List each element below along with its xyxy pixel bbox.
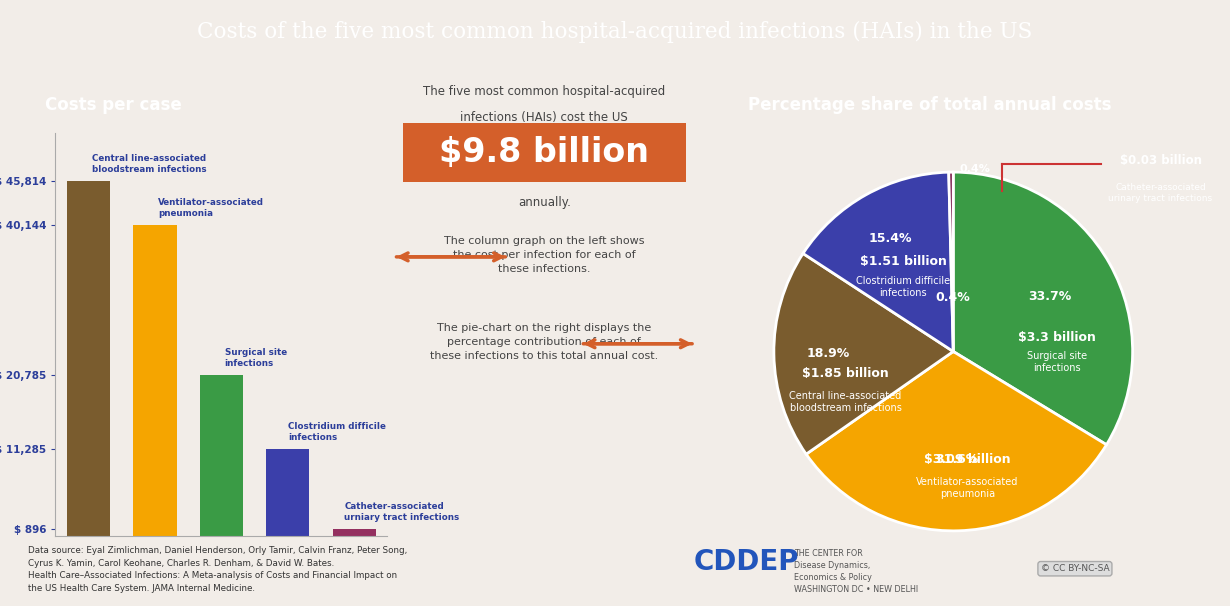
Text: The five most common hospital-acquired: The five most common hospital-acquired	[423, 85, 665, 98]
Text: Percentage share of total annual costs: Percentage share of total annual costs	[748, 96, 1112, 114]
Text: $1.85 billion: $1.85 billion	[802, 367, 889, 379]
Text: 33.7%: 33.7%	[1028, 290, 1071, 304]
Wedge shape	[774, 253, 953, 454]
Text: $1.51 billion: $1.51 billion	[860, 255, 946, 268]
Wedge shape	[806, 351, 1107, 531]
Text: 0.4%: 0.4%	[959, 164, 990, 173]
Text: 15.4%: 15.4%	[868, 232, 913, 245]
Text: Central line-associated
bloodstream infections: Central line-associated bloodstream infe…	[790, 390, 902, 413]
Text: Costs per case: Costs per case	[44, 96, 181, 114]
Text: CDDEP: CDDEP	[694, 548, 800, 576]
Text: Clostridium difficile
infections: Clostridium difficile infections	[856, 276, 950, 298]
Wedge shape	[948, 172, 953, 351]
Text: Catheter-associated
urinary tract infections: Catheter-associated urinary tract infect…	[1108, 183, 1213, 203]
Text: annually.: annually.	[518, 196, 571, 209]
Bar	[332, 530, 376, 536]
Text: $3.09 billion: $3.09 billion	[924, 453, 1011, 465]
Wedge shape	[803, 172, 953, 351]
Text: infections (HAIs) cost the US: infections (HAIs) cost the US	[460, 112, 629, 124]
Text: Central line-associated
bloodstream infections: Central line-associated bloodstream infe…	[92, 154, 207, 175]
Text: The pie-chart on the right displays the
percentage contribution of each of
these: The pie-chart on the right displays the …	[430, 322, 658, 361]
Bar	[66, 181, 111, 536]
Text: Surgical site
infections: Surgical site infections	[225, 348, 287, 368]
Bar	[199, 375, 244, 536]
Text: Data source: Eyal Zimlichman, Daniel Henderson, Orly Tamir, Calvin Franz, Peter : Data source: Eyal Zimlichman, Daniel Hen…	[28, 546, 407, 593]
Text: 18.9%: 18.9%	[806, 347, 850, 360]
FancyBboxPatch shape	[402, 123, 686, 182]
Text: Clostridium difficile
infections: Clostridium difficile infections	[288, 422, 386, 442]
Text: 31.6%: 31.6%	[935, 453, 978, 465]
Text: © CC BY-NC-SA: © CC BY-NC-SA	[1041, 564, 1109, 573]
Text: Ventilator-associated
pneumonia: Ventilator-associated pneumonia	[916, 476, 1018, 499]
Text: $9.8 billion: $9.8 billion	[439, 136, 649, 168]
Text: Ventilator-associated
pneumonia: Ventilator-associated pneumonia	[159, 198, 264, 218]
Text: $0.03 billion: $0.03 billion	[1119, 154, 1202, 167]
Wedge shape	[953, 172, 1133, 445]
Text: $3.3 billion: $3.3 billion	[1018, 331, 1096, 344]
Text: The column graph on the left shows
the cost per infection for each of
these infe: The column graph on the left shows the c…	[444, 236, 645, 274]
Text: Catheter-associated
urniary tract infections: Catheter-associated urniary tract infect…	[344, 502, 460, 522]
Text: THE CENTER FOR
Disease Dynamics,
Economics & Policy
WASHINGTON DC • NEW DELHI: THE CENTER FOR Disease Dynamics, Economi…	[795, 549, 919, 594]
Text: 0.4%: 0.4%	[935, 291, 970, 304]
Bar	[133, 225, 177, 536]
Text: Surgical site
infections: Surgical site infections	[1027, 351, 1087, 373]
Bar	[266, 449, 310, 536]
Text: Costs of the five most common hospital-acquired infections (HAIs) in the US: Costs of the five most common hospital-a…	[197, 21, 1033, 43]
